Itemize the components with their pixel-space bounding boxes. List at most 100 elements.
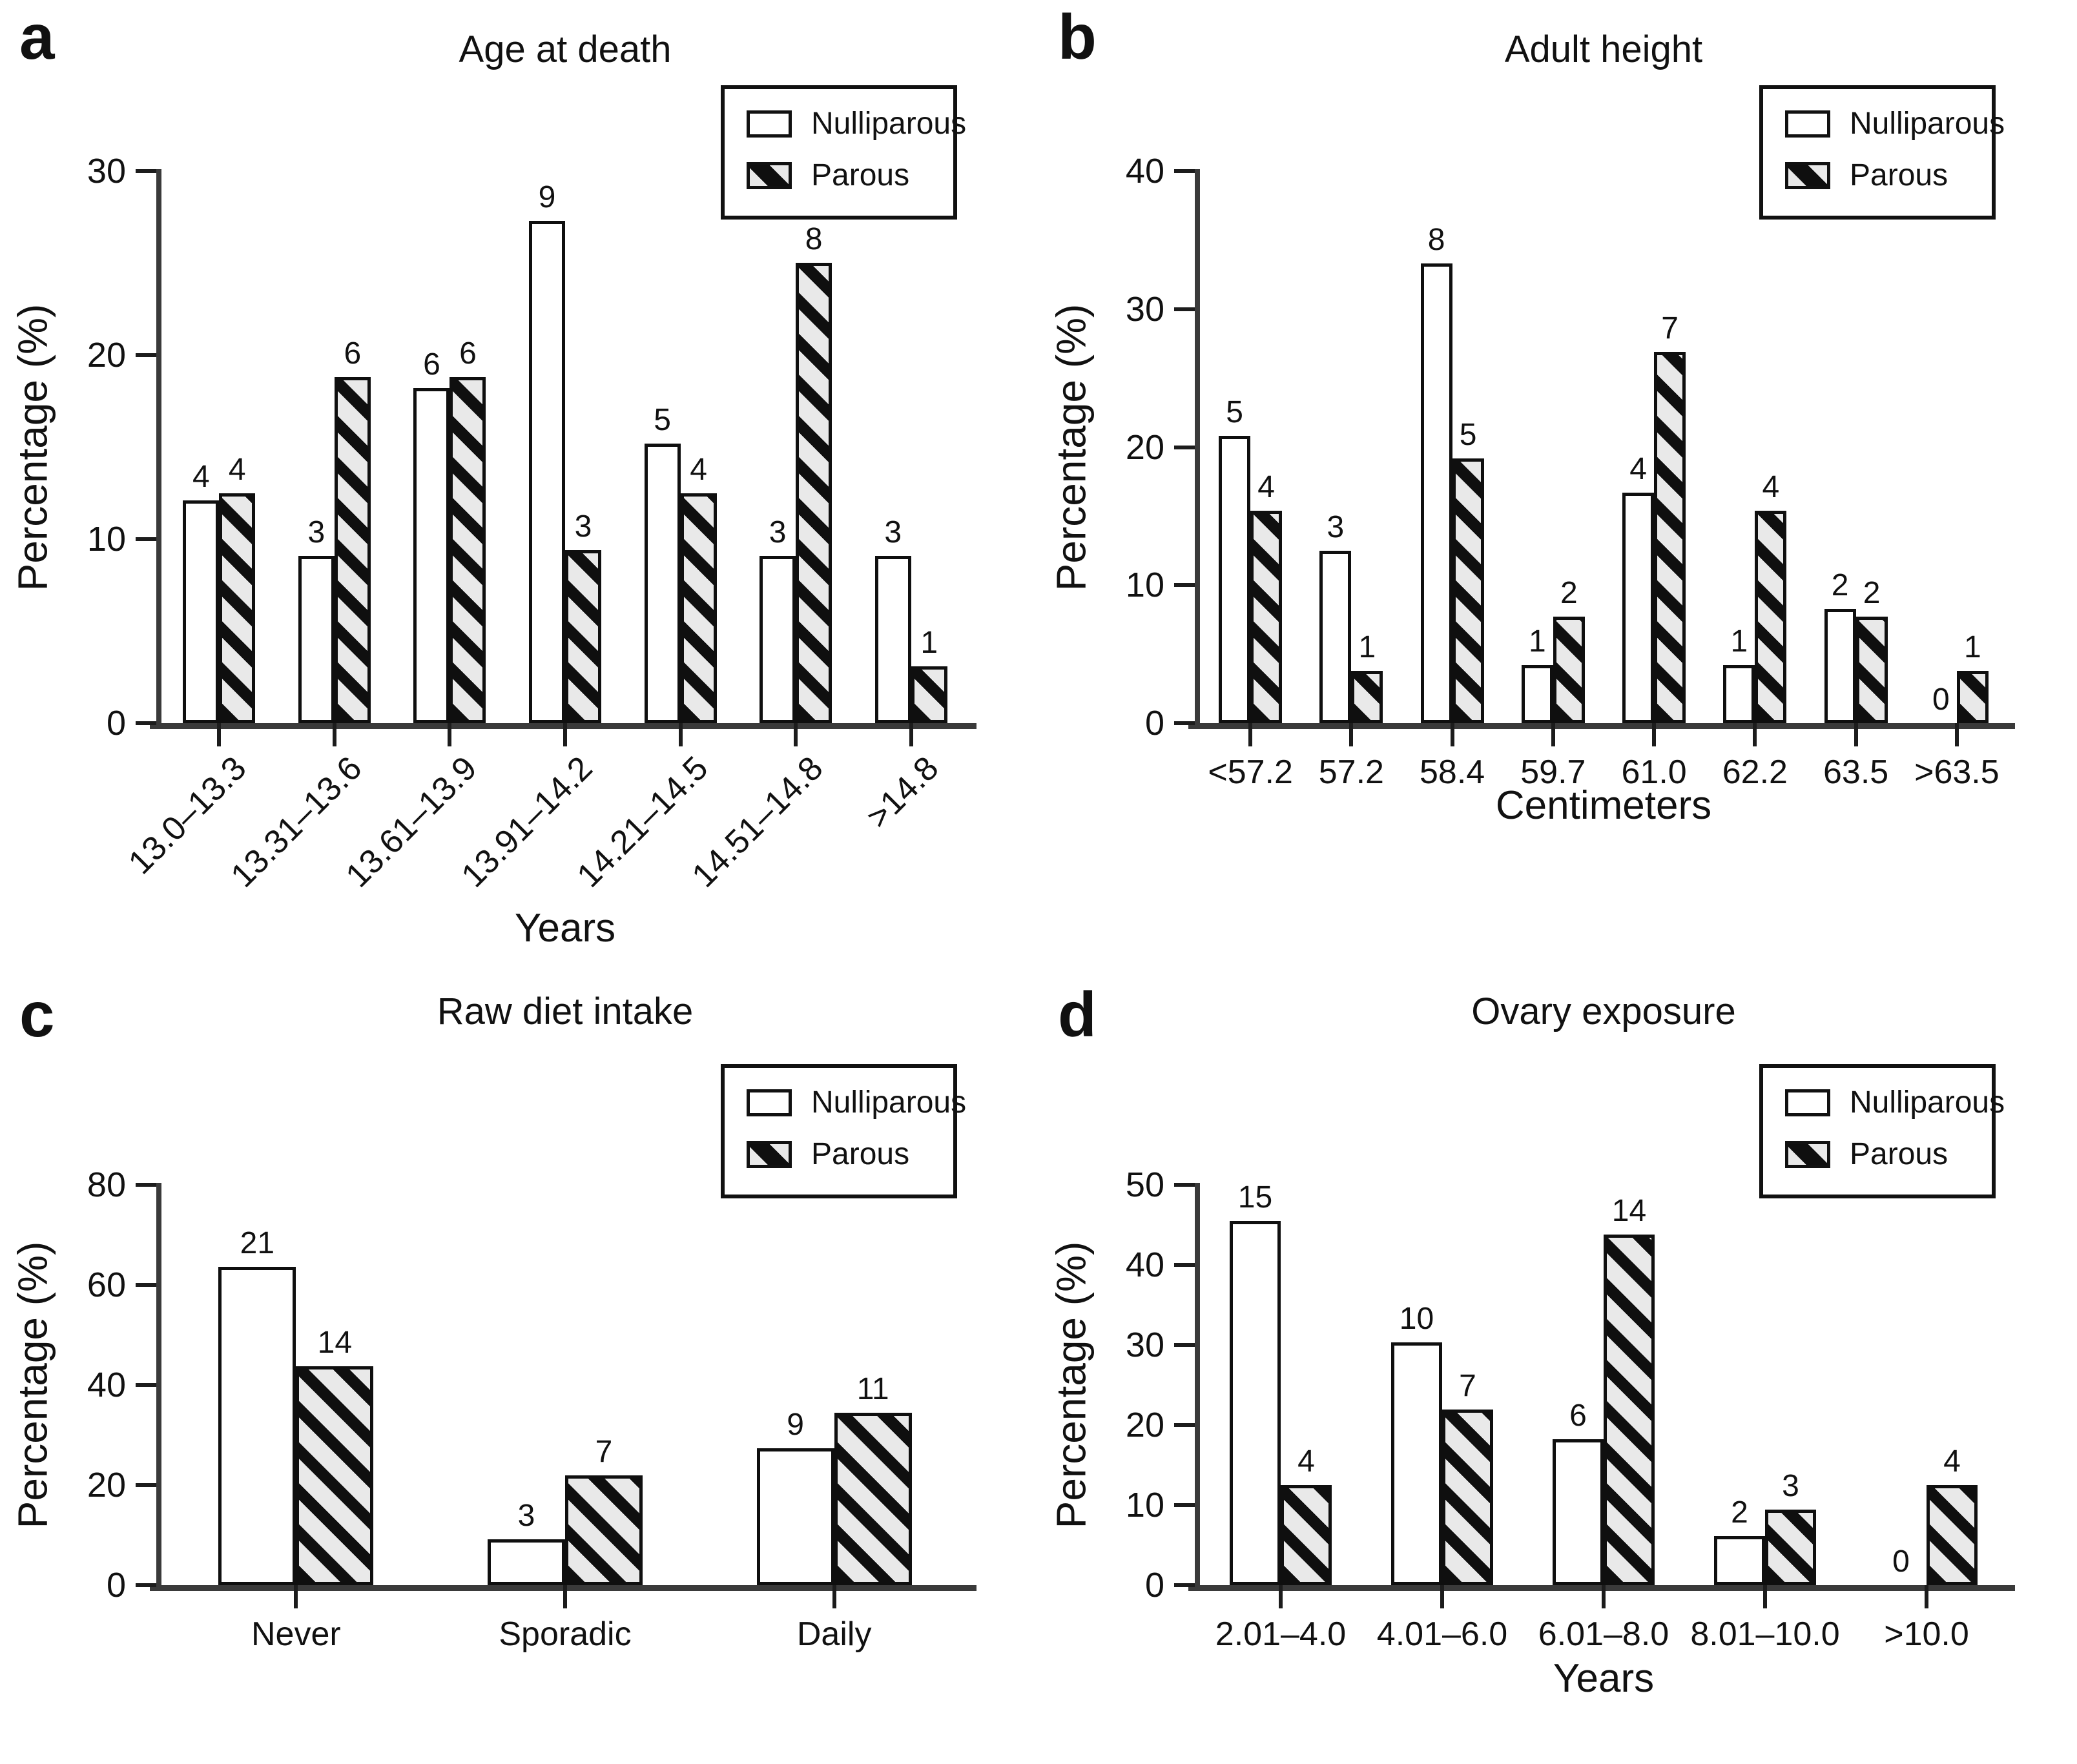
x-tick xyxy=(1753,723,1757,746)
legend-item-parous: Parous xyxy=(1785,160,1985,191)
bar-parous xyxy=(1654,352,1686,723)
y-tick-label: 10 xyxy=(87,520,126,559)
bar-nulliparous xyxy=(760,556,796,723)
x-tick xyxy=(448,723,452,746)
y-tick-label: 0 xyxy=(1144,1566,1164,1605)
x-tick-label: Sporadic xyxy=(499,1615,632,1653)
y-tick xyxy=(136,1183,156,1187)
legend: Nulliparous Parous xyxy=(721,85,966,220)
y-tick xyxy=(1174,1423,1195,1427)
bar-parous xyxy=(911,666,947,723)
x-tick xyxy=(1925,1585,1928,1608)
x-tick-label: 2.01–4.0 xyxy=(1215,1615,1347,1653)
plot-area: 0 10 20 30 40 50 2.01–4.0 15 4 4.01–6.0 10 7 6.01–8.… xyxy=(1126,1165,2015,1653)
bar-count-label: 6 xyxy=(344,336,362,371)
y-tick xyxy=(1174,583,1195,588)
x-tick xyxy=(1954,723,1959,746)
legend: Nulliparous Parous xyxy=(721,1064,966,1198)
x-tick-label: 59.7 xyxy=(1520,754,1586,791)
y-tick-label: 40 xyxy=(87,1366,126,1404)
y-tick xyxy=(136,169,156,173)
x-tick xyxy=(794,723,798,746)
bar-count-label: 3 xyxy=(307,515,326,549)
bar-count-label: 5 xyxy=(1459,418,1477,452)
legend-item-nulliparous: Nulliparous xyxy=(1785,1087,2005,1118)
y-tick-label: 40 xyxy=(1125,152,1164,190)
y-tick-label: 80 xyxy=(87,1165,126,1204)
bar-count-label: 2 xyxy=(1731,1495,1748,1530)
panel-ovary-exposure: d Ovary exposure Nulliparous Parous Perc… xyxy=(1038,969,2077,1764)
x-tick-label: 62.2 xyxy=(1722,754,1788,791)
bar-count-label: 3 xyxy=(574,509,592,544)
y-tick xyxy=(1174,445,1195,449)
panel-letter: a xyxy=(19,1,55,72)
y-tick xyxy=(136,353,156,357)
x-tick-label: >10.0 xyxy=(1884,1615,1969,1653)
bar-count-label: 6 xyxy=(423,347,440,382)
x-tick xyxy=(1854,723,1858,746)
x-tick-label: 8.01–10.0 xyxy=(1690,1615,1840,1653)
legend: Nulliparous Parous xyxy=(1759,85,2005,220)
bar-parous xyxy=(1442,1410,1493,1585)
panel-letter: c xyxy=(19,979,55,1050)
x-tick xyxy=(217,723,222,746)
parous-hatch-swatch-icon xyxy=(1785,1141,1830,1168)
y-tick xyxy=(136,721,156,725)
panel-letter: b xyxy=(1058,1,1097,72)
nulliparous-swatch-icon xyxy=(1785,110,1830,138)
x-tick xyxy=(1248,723,1253,746)
bar-parous xyxy=(1281,1485,1332,1585)
y-tick xyxy=(1174,1183,1195,1187)
panel-adult-height: b Adult height Nulliparous Parous Percen… xyxy=(1038,0,2077,969)
bar-count-label: 6 xyxy=(459,336,477,371)
x-tick-label: 58.4 xyxy=(1420,754,1485,791)
y-tick xyxy=(136,1283,156,1287)
x-tick xyxy=(563,1585,567,1608)
y-tick-label: 60 xyxy=(87,1266,126,1304)
y-tick xyxy=(136,1583,156,1587)
y-axis-line xyxy=(156,1183,161,1587)
bar-count-label: 5 xyxy=(654,403,671,437)
bar-nulliparous xyxy=(644,444,681,723)
x-tick-label: Never xyxy=(251,1615,341,1653)
x-tick xyxy=(1349,723,1354,746)
bar-nulliparous xyxy=(1714,1536,1765,1585)
bar-count-label: 4 xyxy=(1762,470,1780,504)
x-tick xyxy=(1279,1585,1283,1608)
y-tick-label: 30 xyxy=(1125,289,1164,329)
bar-parous xyxy=(680,493,717,723)
y-tick xyxy=(1174,1503,1195,1507)
bar-count-label: 3 xyxy=(1782,1469,1799,1503)
legend-label: Nulliparous xyxy=(811,107,967,141)
x-tick xyxy=(909,723,913,746)
y-tick xyxy=(1174,1343,1195,1347)
bar-parous xyxy=(1250,511,1283,723)
bar-count-label: 4 xyxy=(1297,1444,1315,1479)
bar-count-label: 4 xyxy=(690,453,707,487)
chart-title: Ovary exposure xyxy=(1471,990,1736,1032)
bar-parous xyxy=(1956,671,1989,723)
x-axis-line xyxy=(1188,723,2015,729)
y-axis-title: Percentage (%) xyxy=(9,303,56,591)
x-tick xyxy=(1450,723,1454,746)
y-tick xyxy=(1174,169,1195,173)
chart-title: Adult height xyxy=(1504,28,1703,70)
plot-area: 0 20 40 60 80 Never 21 14 Sporadic 3 7 Daily 9 11 xyxy=(87,1165,976,1653)
bar-count-label: 3 xyxy=(517,1499,535,1533)
panel-raw-diet-intake: c Raw diet intake Nulliparous Parous Per… xyxy=(0,969,1038,1764)
y-tick xyxy=(1174,1583,1195,1587)
legend-label: Nulliparous xyxy=(811,1085,967,1120)
bar-nulliparous xyxy=(488,1539,565,1585)
bar-parous xyxy=(1927,1485,1978,1585)
x-tick xyxy=(1652,723,1657,746)
bar-count-label: 2 xyxy=(1863,576,1881,610)
bar-count-label: 7 xyxy=(1459,1369,1476,1403)
legend: Nulliparous Parous xyxy=(1759,1064,2005,1198)
bar-count-label: 3 xyxy=(769,515,787,549)
bar-parous xyxy=(450,377,486,723)
y-tick xyxy=(1174,1263,1195,1267)
bar-parous xyxy=(565,550,601,723)
bar-nulliparous xyxy=(1622,493,1655,723)
nulliparous-swatch-icon xyxy=(747,110,792,138)
x-tick-label: 6.01–8.0 xyxy=(1538,1615,1669,1653)
